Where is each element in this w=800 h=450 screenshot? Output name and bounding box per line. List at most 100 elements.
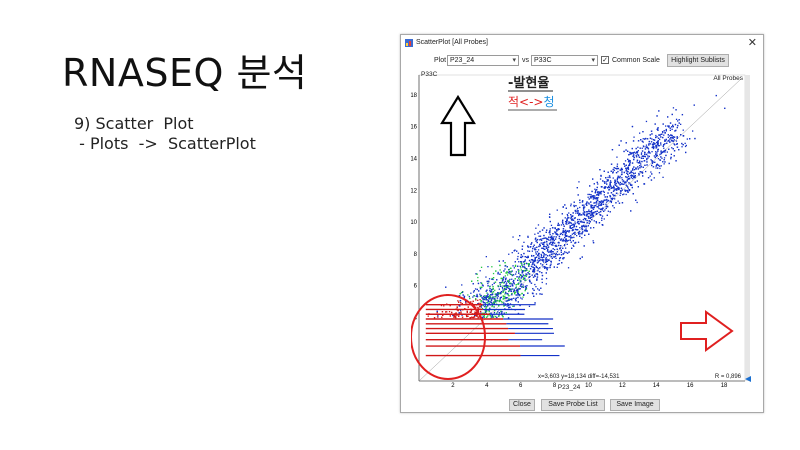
data-point (657, 145, 659, 147)
data-point (554, 238, 557, 240)
data-point (521, 286, 523, 288)
data-point (521, 275, 524, 278)
plot-x-select[interactable]: P23_24 ▾ (447, 55, 519, 66)
data-point (512, 280, 514, 283)
data-point (664, 132, 666, 134)
data-point (533, 259, 536, 261)
data-point (491, 284, 494, 286)
data-point (469, 297, 471, 300)
data-point (584, 219, 586, 221)
window-titlebar: ScatterPlot [All Probes] ✕ (401, 35, 763, 51)
data-point (637, 146, 639, 148)
data-point (574, 228, 577, 231)
data-point (543, 254, 545, 256)
data-point (594, 192, 596, 194)
data-point (606, 198, 608, 201)
data-point (678, 122, 680, 124)
y-tick-label: 18 (411, 93, 418, 99)
save-image-button[interactable]: Save Image (610, 399, 660, 411)
data-point (645, 144, 648, 146)
data-point (590, 204, 592, 206)
data-point (544, 266, 546, 268)
data-point (569, 239, 571, 241)
data-point (605, 203, 607, 205)
plot-scrollbar[interactable] (745, 75, 750, 381)
data-point (596, 203, 598, 205)
data-point (472, 296, 474, 298)
data-point (486, 280, 488, 283)
data-point (504, 295, 506, 297)
highlight-sublists-button[interactable]: Highlight Sublists (667, 54, 729, 67)
data-point (519, 235, 521, 237)
scroll-marker-icon[interactable] (745, 376, 751, 382)
plot-y-select[interactable]: P33C ▾ (531, 55, 598, 66)
data-point (615, 202, 617, 204)
data-point (628, 164, 630, 167)
data-point (458, 312, 460, 314)
data-point (636, 161, 638, 163)
data-point (617, 167, 620, 170)
data-point (518, 277, 520, 279)
data-point (588, 198, 590, 200)
data-point (522, 296, 524, 298)
data-point (504, 291, 507, 293)
data-point (576, 222, 579, 224)
data-point (487, 299, 490, 301)
common-scale-checkbox[interactable]: ✓ (601, 56, 609, 64)
save-probe-list-button[interactable]: Save Probe List (541, 399, 605, 411)
data-point (570, 205, 572, 207)
data-point (527, 263, 529, 265)
data-point (614, 179, 616, 181)
data-point (570, 235, 572, 237)
data-point (641, 155, 643, 157)
data-point (524, 275, 526, 277)
close-button[interactable]: Close (509, 399, 535, 411)
data-point (524, 277, 526, 279)
data-point (675, 118, 678, 120)
data-point (528, 250, 531, 252)
data-point (532, 270, 534, 272)
data-point (549, 228, 551, 230)
data-point (599, 191, 602, 193)
data-point (532, 266, 534, 268)
data-point (618, 202, 621, 204)
data-point (566, 219, 568, 221)
data-point (455, 316, 457, 319)
data-point (500, 296, 502, 298)
data-point (549, 250, 551, 252)
data-point (557, 224, 559, 226)
data-point (565, 238, 567, 240)
data-point (677, 124, 679, 127)
data-point (662, 151, 664, 153)
data-point (567, 217, 569, 219)
data-point (582, 225, 584, 227)
data-point (563, 230, 566, 232)
data-point (523, 294, 525, 296)
data-point (506, 266, 508, 268)
data-point (645, 170, 647, 173)
data-point (592, 242, 595, 244)
data-point (499, 292, 501, 295)
data-point (552, 248, 554, 250)
data-point (576, 229, 578, 231)
x-tick-label: 8 (553, 383, 557, 389)
data-point (568, 231, 570, 233)
close-icon[interactable]: ✕ (747, 37, 757, 49)
data-point (657, 164, 660, 166)
data-point (515, 271, 517, 273)
data-point (561, 240, 563, 242)
data-point (549, 251, 551, 253)
data-point (479, 286, 481, 288)
data-point (620, 168, 623, 170)
data-point (470, 301, 472, 303)
data-point (557, 234, 559, 236)
data-point (517, 239, 520, 241)
data-point (537, 232, 539, 234)
data-point (487, 285, 489, 287)
data-point (563, 245, 566, 247)
data-point (524, 266, 526, 269)
data-point (459, 309, 462, 311)
data-point (619, 169, 621, 171)
data-point (581, 256, 583, 258)
